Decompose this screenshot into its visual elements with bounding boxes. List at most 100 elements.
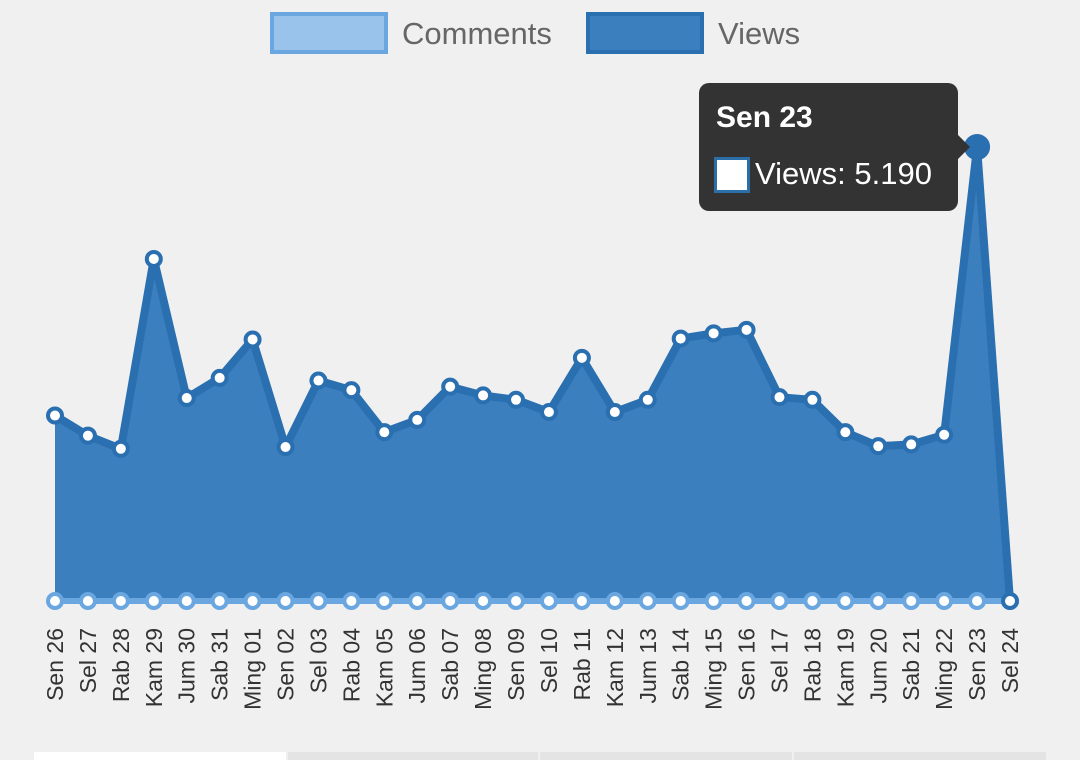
- comments-point-12: [441, 592, 460, 610]
- views-point-24: [836, 423, 855, 442]
- views-point-16: [572, 348, 591, 367]
- x-tick-label: Ming 15: [701, 628, 727, 710]
- comments-point-25: [869, 592, 888, 610]
- comments-point-18: [638, 592, 657, 610]
- x-tick-label: Sab 31: [207, 628, 233, 701]
- tooltip-series-swatch: [714, 157, 750, 193]
- views-point-26: [902, 435, 921, 454]
- views-point-12: [441, 377, 460, 396]
- comments-point-23: [803, 592, 822, 610]
- x-tick-label: Sen 23: [964, 628, 990, 701]
- legend-swatch-views: [586, 12, 704, 54]
- comments-point-16: [572, 592, 591, 610]
- x-tick-label: Jum 20: [865, 628, 891, 703]
- x-tick-label: Kam 05: [371, 628, 397, 707]
- x-tick-label: Sen 26: [42, 628, 68, 701]
- views-point-7: [276, 438, 295, 457]
- views-point-3: [144, 249, 163, 268]
- views-point-23: [803, 390, 822, 409]
- x-tick-label: Sen 16: [734, 628, 760, 701]
- tooltip-title: Sen 23: [716, 101, 813, 134]
- x-tick-label: Kam 19: [832, 628, 858, 707]
- comments-point-15: [539, 592, 558, 610]
- x-tick-label: Sel 03: [305, 628, 331, 693]
- comments-point-2: [111, 592, 130, 610]
- views-point-25: [869, 437, 888, 456]
- views-point-27: [935, 425, 954, 444]
- x-tick-label: Sab 14: [668, 628, 694, 701]
- x-tick-label: Kam 29: [141, 628, 167, 707]
- x-tick-label: Ming 08: [470, 628, 496, 710]
- x-tick-label: Sen 02: [273, 628, 299, 701]
- comments-point-1: [78, 592, 97, 610]
- chart-tooltip: Sen 23 Views: 5.190: [699, 83, 970, 211]
- views-point-15: [539, 403, 558, 422]
- comments-point-0: [46, 592, 64, 610]
- tab-2[interactable]: [288, 752, 538, 760]
- comments-point-5: [210, 592, 229, 610]
- views-point-14: [507, 390, 526, 409]
- tab-3[interactable]: [540, 752, 792, 760]
- legend-label-comments: Comments: [402, 16, 552, 51]
- x-tick-label: Ming 01: [240, 628, 266, 710]
- x-tick-label: Kam 12: [602, 628, 628, 707]
- comments-point-27: [935, 592, 954, 610]
- views-point-13: [474, 386, 493, 405]
- views-point-19: [671, 329, 690, 348]
- comments-point-8: [309, 592, 328, 610]
- x-tick-label: Rab 04: [338, 628, 364, 702]
- legend-label-views: Views: [718, 16, 801, 51]
- views-point-20: [704, 324, 723, 343]
- tab-4[interactable]: [794, 752, 1046, 760]
- comments-point-11: [408, 592, 427, 610]
- views-point-22: [770, 388, 789, 407]
- views-point-17: [605, 403, 624, 422]
- x-tick-label: Sel 10: [536, 628, 562, 693]
- views-point-2: [111, 439, 130, 458]
- comments-point-6: [243, 592, 262, 610]
- comments-point-13: [474, 592, 493, 610]
- comments-point-26: [902, 592, 921, 610]
- comments-point-19: [671, 592, 690, 610]
- views-point-21: [737, 320, 756, 339]
- comments-point-17: [605, 592, 624, 610]
- x-tick-label: Sen 09: [503, 628, 529, 701]
- views-point-18: [638, 390, 657, 409]
- x-tick-label: Sab 21: [898, 628, 924, 701]
- views-point-10: [375, 423, 394, 442]
- chart-legend: Comments Views: [0, 8, 1080, 58]
- comments-point-10: [375, 592, 394, 610]
- comments-point-28: [968, 592, 987, 610]
- comments-point-14: [507, 592, 526, 610]
- x-tick-label: Ming 22: [931, 628, 957, 710]
- x-tick-label: Rab 11: [569, 628, 595, 700]
- x-tick-label: Jum 06: [404, 628, 430, 703]
- views-area: [55, 147, 1010, 601]
- x-tick-label: Sab 07: [437, 628, 463, 701]
- legend-swatch-comments: [270, 12, 388, 54]
- comments-point-3: [144, 592, 163, 610]
- views-point-5: [210, 368, 229, 387]
- comments-point-22: [770, 592, 789, 610]
- comments-point-21: [737, 592, 756, 610]
- x-tick-label: Jum 30: [174, 628, 200, 703]
- views-point-11: [408, 410, 427, 429]
- x-tick-label: Jum 13: [635, 628, 661, 703]
- comments-point-9: [342, 592, 361, 610]
- views-point-9: [342, 381, 361, 400]
- tooltip-value: Views: 5.190: [755, 156, 932, 191]
- views-point-4: [177, 389, 196, 408]
- comments-point-20: [704, 592, 723, 610]
- comments-point-24: [836, 592, 855, 610]
- x-tick-label: Sel 17: [766, 628, 792, 693]
- x-tick-label: Rab 18: [799, 628, 825, 702]
- tab-1[interactable]: [34, 752, 286, 760]
- x-tick-label: Rab 28: [108, 628, 134, 702]
- views-point-8: [309, 371, 328, 390]
- views-point-6: [243, 330, 262, 349]
- bottom-tab-bar: [0, 752, 1080, 760]
- views-point-29: [1001, 592, 1019, 610]
- views-point-1: [78, 426, 97, 445]
- x-tick-label: Sel 27: [75, 628, 101, 693]
